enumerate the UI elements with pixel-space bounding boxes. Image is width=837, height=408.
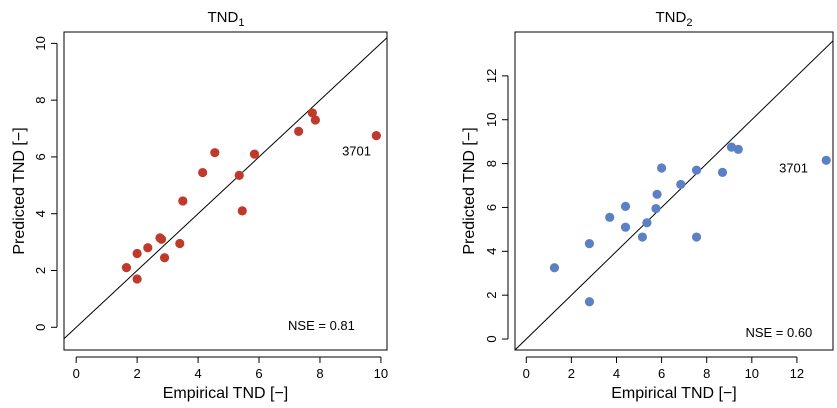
data-point xyxy=(691,232,702,242)
data-point xyxy=(159,253,170,263)
one-to-one-line xyxy=(515,40,833,350)
chart-title-main: TND xyxy=(208,9,239,26)
data-point xyxy=(198,167,208,178)
data-point xyxy=(651,203,661,214)
data-point xyxy=(691,165,702,175)
chart-title-subscript: 2 xyxy=(686,17,692,29)
data-point xyxy=(549,263,560,273)
x-axis-label: Empirical TND [−] xyxy=(163,385,289,402)
y-axis-label: Predicted TND [−] xyxy=(11,127,28,254)
x-tick-label: 0 xyxy=(523,366,530,381)
y-tick-label: 0 xyxy=(484,335,499,342)
x-tick-label: 2 xyxy=(568,366,575,381)
y-tick-label: 8 xyxy=(33,97,48,104)
data-point xyxy=(584,297,595,307)
x-tick-label: 12 xyxy=(790,366,804,381)
data-point xyxy=(733,144,743,154)
y-axis-label: Predicted TND [−] xyxy=(461,127,478,254)
data-point xyxy=(605,212,615,222)
data-point xyxy=(821,155,831,165)
x-tick-label: 4 xyxy=(613,366,620,381)
data-point xyxy=(717,167,728,177)
chart-title-main: TND xyxy=(656,9,687,26)
data-point xyxy=(307,108,317,118)
x-tick-label: 8 xyxy=(703,366,710,381)
y-tick-label: 2 xyxy=(33,267,48,274)
data-point xyxy=(234,170,244,180)
data-point xyxy=(143,243,153,253)
y-tick-label: 6 xyxy=(33,153,48,160)
chart-panel-2: 0 2 4 6 8 10 12 0 2 4 6 8 10 12 Empirical TND [−] Predi… xyxy=(461,9,834,402)
data-point xyxy=(652,189,662,199)
x-tick-label: 10 xyxy=(374,366,388,381)
data-point xyxy=(584,239,595,249)
y-tick-label: 4 xyxy=(33,210,48,217)
data-point xyxy=(132,248,142,259)
chart-title: TND1 xyxy=(208,9,245,29)
x-tick-label: 10 xyxy=(745,366,759,381)
data-point xyxy=(371,131,381,141)
data-point xyxy=(294,126,304,136)
y-tick-label: 10 xyxy=(33,36,48,50)
y-tick-label: 8 xyxy=(484,160,499,167)
chart-panel-1: 0 2 4 6 8 10 0 2 4 6 8 10 Empirical TND [−] Predicted… xyxy=(11,9,388,402)
data-point xyxy=(642,218,652,228)
data-point xyxy=(175,238,185,249)
annotation-label: 3701 xyxy=(779,160,808,175)
plot-frame xyxy=(514,31,834,351)
y-tick-label: 6 xyxy=(484,204,499,211)
data-point xyxy=(132,274,142,284)
x-tick-label: 4 xyxy=(194,366,201,381)
data-point xyxy=(637,232,648,242)
data-point xyxy=(237,206,247,216)
chart-title-subscript: 1 xyxy=(238,17,244,29)
data-point xyxy=(178,196,188,206)
y-tick-label: 0 xyxy=(33,324,48,331)
x-axis-label: Empirical TND [−] xyxy=(611,385,737,402)
data-point xyxy=(310,115,320,125)
data-point xyxy=(620,222,631,232)
x-tick-label: 2 xyxy=(134,366,141,381)
annotation-label: 3701 xyxy=(342,144,371,159)
y-tick-label: 10 xyxy=(484,112,499,126)
plot-frame xyxy=(63,31,388,351)
x-tick-label: 6 xyxy=(658,366,665,381)
data-point xyxy=(121,263,132,273)
y-tick-label: 2 xyxy=(484,292,499,299)
data-point xyxy=(656,163,667,173)
x-tick-label: 0 xyxy=(73,366,80,381)
data-point xyxy=(156,234,167,244)
data-point xyxy=(249,149,260,159)
data-point xyxy=(676,179,686,190)
x-tick-label: 8 xyxy=(316,366,323,381)
chart-title: TND2 xyxy=(656,9,693,29)
y-tick-label: 12 xyxy=(484,69,499,83)
annotation-label: NSE = 0.81 xyxy=(288,318,355,333)
x-tick-label: 6 xyxy=(255,366,262,381)
y-tick-label: 4 xyxy=(484,248,499,255)
one-to-one-line xyxy=(64,36,387,340)
annotation-label: NSE = 0.60 xyxy=(745,325,812,340)
data-point xyxy=(620,201,631,211)
data-point xyxy=(210,148,220,158)
